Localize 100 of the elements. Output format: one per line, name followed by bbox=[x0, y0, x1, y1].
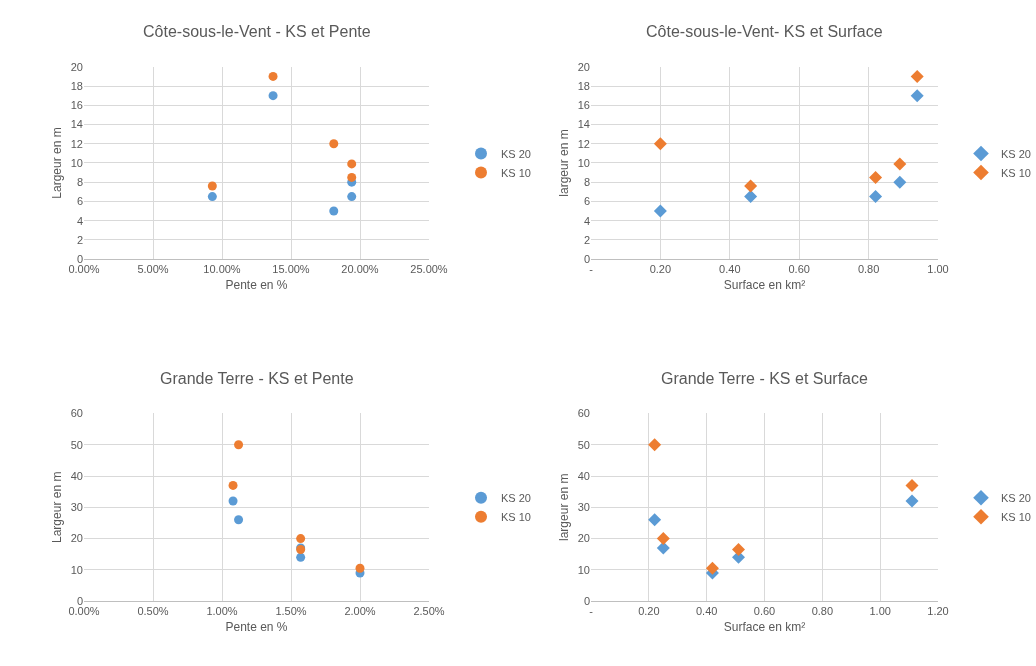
chart-title: Grande Terre - KS et Pente bbox=[160, 370, 354, 387]
y-tick-label: 10 bbox=[577, 156, 590, 169]
point bbox=[905, 478, 919, 492]
point bbox=[228, 496, 238, 506]
point bbox=[234, 440, 244, 450]
point bbox=[228, 480, 238, 490]
y-axis-title: Largeur en m bbox=[50, 471, 65, 543]
x-axis-title: Surface en km² bbox=[723, 278, 806, 293]
x-tick-label: 1.50% bbox=[275, 605, 307, 618]
y-tick-label: 20 bbox=[70, 60, 83, 73]
x-tick-label: 1.00 bbox=[869, 605, 891, 618]
point bbox=[893, 175, 907, 189]
x-tick-label: 0.60 bbox=[753, 605, 776, 618]
x-tick-label: 0.50% bbox=[137, 605, 169, 618]
y-tick-label: 2 bbox=[76, 233, 83, 246]
point bbox=[329, 139, 339, 149]
y-tick-label: 60 bbox=[70, 407, 83, 420]
point bbox=[648, 438, 662, 452]
y-tick-label: 30 bbox=[70, 501, 83, 514]
y-tick-label: 6 bbox=[583, 195, 590, 208]
legend-label: KS 20 bbox=[501, 147, 531, 160]
point bbox=[744, 179, 758, 193]
chart-title: Côte-sous-le-Vent - KS et Pente bbox=[143, 23, 371, 40]
x-tick-label: 0.20 bbox=[638, 605, 660, 618]
point bbox=[207, 192, 217, 202]
x-tick-label: 0.60 bbox=[788, 263, 810, 276]
x-tick-label: 0.00% bbox=[68, 605, 100, 618]
point bbox=[355, 563, 365, 573]
x-tick-label: - bbox=[589, 263, 594, 276]
y-tick-label: 16 bbox=[577, 99, 590, 112]
x-tick-label: 0.40 bbox=[719, 263, 741, 276]
x-tick-label: 2.00% bbox=[344, 605, 376, 618]
x-tick-label: 2.50% bbox=[413, 605, 445, 618]
legend-label: KS 20 bbox=[501, 492, 531, 505]
y-tick-label: 18 bbox=[70, 79, 83, 92]
point bbox=[234, 515, 244, 525]
x-tick-label: 15.00% bbox=[272, 263, 310, 276]
y-tick-label: 8 bbox=[76, 176, 83, 189]
legend-label: KS 10 bbox=[1001, 166, 1031, 179]
y-tick-label: 40 bbox=[577, 469, 590, 482]
point bbox=[347, 192, 357, 202]
y-tick-label: 20 bbox=[577, 60, 590, 73]
x-tick-label: 10.00% bbox=[203, 263, 241, 276]
point bbox=[905, 494, 919, 508]
point bbox=[296, 552, 306, 562]
point bbox=[656, 532, 670, 546]
y-tick-label: 4 bbox=[583, 214, 590, 227]
y-tick-label: 0 bbox=[76, 252, 83, 265]
y-tick-label: 60 bbox=[577, 407, 590, 420]
legend-label: KS 20 bbox=[1001, 492, 1031, 505]
x-tick-label: 25.00% bbox=[410, 263, 448, 276]
y-tick-label: 10 bbox=[70, 563, 83, 576]
y-axis-title: largeur en m bbox=[557, 129, 572, 197]
y-tick-label: 20 bbox=[577, 532, 590, 545]
point bbox=[648, 513, 662, 527]
legend-label: KS 10 bbox=[501, 511, 531, 524]
x-axis-title: Surface en km² bbox=[723, 620, 806, 635]
chart-title: Côte-sous-le-Vent- KS et Surface bbox=[646, 23, 883, 40]
y-tick-label: 50 bbox=[70, 438, 83, 451]
point bbox=[329, 206, 339, 216]
y-tick-label: 14 bbox=[577, 118, 590, 131]
y-tick-label: 40 bbox=[70, 469, 83, 482]
point bbox=[347, 159, 357, 169]
x-tick-label: - bbox=[589, 605, 594, 618]
y-axis-title: largeur en m bbox=[557, 473, 572, 541]
y-tick-label: 0 bbox=[583, 252, 590, 265]
point bbox=[653, 137, 667, 151]
y-tick-label: 12 bbox=[577, 137, 590, 150]
y-tick-label: 2 bbox=[583, 233, 590, 246]
x-tick-label: 0.80 bbox=[857, 263, 880, 276]
y-tick-label: 0 bbox=[583, 594, 590, 607]
y-tick-label: 30 bbox=[577, 501, 590, 514]
chart-title: Grande Terre - KS et Surface bbox=[661, 370, 869, 387]
point bbox=[893, 157, 907, 171]
legend-label: KS 10 bbox=[1001, 511, 1031, 524]
x-tick-label: 1.00% bbox=[206, 605, 238, 618]
point bbox=[347, 172, 357, 182]
legend-label: KS 10 bbox=[501, 166, 531, 179]
y-tick-label: 10 bbox=[577, 563, 590, 576]
point bbox=[869, 190, 883, 204]
point bbox=[207, 181, 217, 191]
y-tick-label: 0 bbox=[76, 594, 83, 607]
y-tick-label: 16 bbox=[70, 99, 83, 112]
point bbox=[268, 91, 278, 101]
x-tick-label: 0.20 bbox=[649, 263, 672, 276]
y-tick-label: 14 bbox=[70, 118, 83, 131]
y-tick-label: 12 bbox=[70, 137, 83, 150]
y-tick-label: 20 bbox=[70, 532, 83, 545]
point bbox=[653, 204, 667, 218]
x-tick-label: 1.00 bbox=[927, 263, 949, 276]
y-tick-label: 6 bbox=[76, 195, 83, 208]
legend-label: KS 20 bbox=[1001, 147, 1031, 160]
y-tick-label: 4 bbox=[76, 214, 83, 227]
y-tick-label: 50 bbox=[577, 438, 590, 451]
point bbox=[296, 534, 306, 544]
point bbox=[869, 170, 883, 184]
y-axis-title: Largeur en m bbox=[50, 127, 65, 199]
x-axis-title: Pente en % bbox=[225, 620, 288, 635]
x-tick-label: 0.00% bbox=[68, 263, 100, 276]
point bbox=[910, 89, 924, 103]
